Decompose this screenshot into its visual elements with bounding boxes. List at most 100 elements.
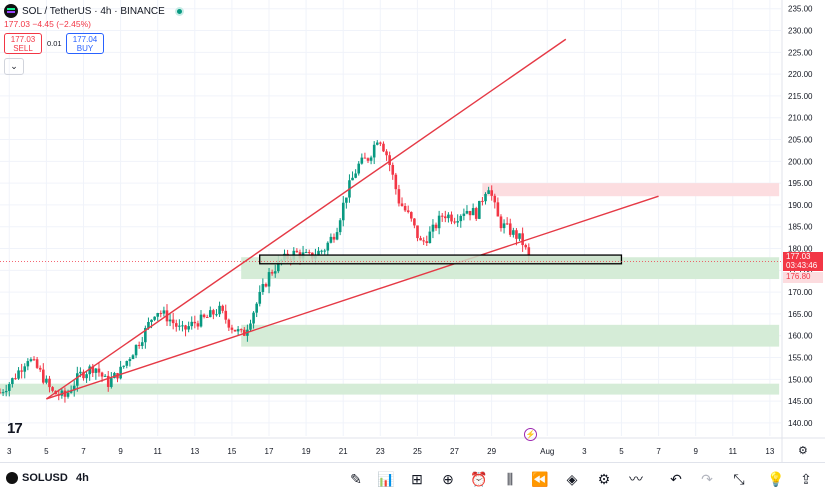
candle-body <box>106 375 110 387</box>
candle-body <box>490 190 494 196</box>
candle-body <box>137 344 141 346</box>
candle-body <box>317 250 320 256</box>
candle-body <box>502 223 506 229</box>
candle-body <box>178 325 181 327</box>
candle-body <box>85 374 88 379</box>
chart-settings-icon[interactable]: ⚙ <box>798 445 808 457</box>
candle-body <box>147 321 150 328</box>
layers-icon[interactable]: ◈ <box>566 471 578 487</box>
undo-icon[interactable]: ↶ <box>670 471 682 487</box>
candle-body <box>153 316 156 320</box>
candle-body <box>249 323 252 330</box>
candle-body <box>468 210 472 216</box>
candle-body <box>508 223 512 235</box>
candle-body <box>447 214 450 219</box>
candle-body <box>252 312 255 324</box>
x-tick-label: Aug <box>540 447 554 456</box>
candle-body <box>79 371 82 374</box>
share-icon[interactable]: ⇪ <box>800 471 812 487</box>
symbol-name: SOLUSD <box>22 472 68 484</box>
candle-body <box>174 323 178 327</box>
last-price-value: 177.03 <box>786 252 811 261</box>
candle-body <box>382 143 385 152</box>
redo-icon[interactable]: ↷ <box>701 471 713 487</box>
sell-button[interactable]: 177.03 SELL <box>4 33 42 54</box>
layout-grid-icon[interactable]: ⊞ <box>411 471 423 487</box>
candle-body <box>11 378 14 385</box>
candle-body <box>218 305 221 315</box>
x-tick-label: 27 <box>450 447 459 456</box>
candle-body <box>459 215 463 222</box>
candle-body <box>450 214 453 222</box>
candle-body <box>400 203 404 206</box>
candle-body <box>215 314 218 316</box>
last-price-tag: 177.03 03:43:46 <box>783 252 823 271</box>
bottom-toolbar: SOLUSD 4h ✎ 📊 ⊞ ⊕ ⏰ ⫼ ⏪ ◈ ⚙ 〰 ↶ ↷ ⤡ 💡 ⇪ <box>0 462 825 495</box>
candle-body <box>76 373 79 386</box>
candle-body <box>366 158 370 161</box>
low-price-tag: 176.80 <box>783 272 823 283</box>
candle-body <box>208 310 212 318</box>
x-tick-label: 5 <box>619 447 624 456</box>
candle-body <box>320 250 323 252</box>
candle-body <box>493 195 497 203</box>
candle-body <box>304 252 308 254</box>
brush-icon[interactable]: ✎ <box>350 471 362 487</box>
candle-body <box>409 212 413 219</box>
candle-body <box>32 359 36 361</box>
candle-body <box>199 314 203 327</box>
candle-body <box>38 367 42 370</box>
candle-body <box>360 157 364 164</box>
candle-body <box>51 387 54 391</box>
settings-sliders-icon[interactable]: ⚙ <box>597 471 611 487</box>
collapse-legend-button[interactable]: ⌄ <box>4 58 24 75</box>
demand-zone-3 <box>0 383 780 395</box>
candle-body <box>456 221 459 223</box>
candle-body <box>403 205 407 211</box>
candle-body <box>122 365 125 367</box>
alarm-clock-icon[interactable]: ⏰ <box>470 471 488 487</box>
candle-body <box>416 225 419 239</box>
x-tick-label: 13 <box>190 447 199 456</box>
support-box <box>259 254 623 265</box>
candle-body <box>369 157 373 161</box>
candle-body <box>168 319 172 322</box>
candle-body <box>4 390 8 393</box>
candle-body <box>307 252 311 254</box>
candle-body <box>484 193 487 202</box>
events-icon[interactable]: ⚡ <box>524 428 537 441</box>
candle-body <box>94 368 98 373</box>
candle-body <box>406 210 410 213</box>
candle-body <box>264 284 268 287</box>
candle-body <box>425 241 429 243</box>
candle-body <box>110 378 113 387</box>
candle-body <box>335 232 339 240</box>
candle-body <box>236 329 240 332</box>
candle-body <box>26 361 30 367</box>
candle-body <box>82 371 85 379</box>
x-tick-label: 29 <box>487 447 496 456</box>
timeframe-selector[interactable]: 4h <box>76 472 89 484</box>
candle-type-icon[interactable]: ⫼ <box>506 471 514 487</box>
buy-button[interactable]: 177.04 BUY <box>66 33 104 54</box>
candle-body <box>144 327 147 343</box>
fullscreen-icon[interactable]: ⤡ <box>733 471 745 487</box>
buy-price: 177.04 <box>72 35 98 44</box>
replay-icon[interactable]: ⏪ <box>531 471 549 487</box>
y-tick-label: 165.00 <box>788 310 813 319</box>
candle-body <box>379 142 382 144</box>
candle-body <box>125 361 129 366</box>
candle-body <box>431 224 435 232</box>
x-tick-label: 5 <box>44 447 49 456</box>
symbol-title[interactable]: SOL / TetherUS · 4h · BINANCE <box>22 5 165 17</box>
symbol-selector[interactable]: SOLUSD <box>6 472 68 484</box>
candle-body <box>524 245 528 248</box>
wedge-upper <box>45 38 567 400</box>
bulb-icon[interactable]: 💡 <box>767 471 785 487</box>
indicators-icon[interactable]: 📊 <box>377 471 395 487</box>
sell-price: 177.03 <box>10 35 36 44</box>
add-icon[interactable]: ⊕ <box>442 471 454 487</box>
wave-icon[interactable]: 〰 <box>629 471 643 487</box>
candle-body <box>521 233 524 246</box>
